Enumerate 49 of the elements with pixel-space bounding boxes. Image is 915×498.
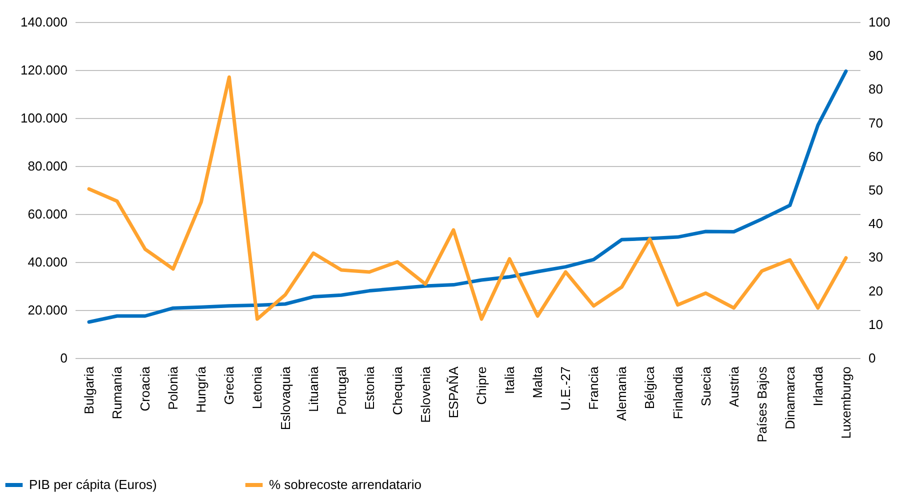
y2-tick-label: 70 xyxy=(868,115,883,130)
x-tick-label: Grecia xyxy=(222,366,237,405)
y-tick-label: 40.000 xyxy=(28,254,68,270)
y-tick-label: 140.000 xyxy=(20,14,68,30)
y-tick-label: 0 xyxy=(60,350,68,366)
legend-label: % sobrecoste arrendatario xyxy=(269,477,422,492)
x-tick-label: Chequia xyxy=(390,366,405,415)
x-tick-label: U.E.-27 xyxy=(558,366,574,411)
x-tick-label: Bélgica xyxy=(642,366,658,410)
x-tick-label: Estonia xyxy=(362,366,377,410)
x-tick-label: Dinamarca xyxy=(782,366,798,430)
x-tick-label: Suecia xyxy=(698,366,714,406)
x-tick-label: Luxemburgo xyxy=(838,366,854,439)
y2-tick-label: 10 xyxy=(868,316,883,332)
x-tick-label: ESPAÑA xyxy=(446,366,461,418)
x-tick-label: Lituania xyxy=(306,366,321,412)
x-tick-label: Hungría xyxy=(194,366,209,413)
y2-tick-label: 20 xyxy=(868,283,883,298)
x-tick-label: Chipre xyxy=(474,366,490,405)
y2-tick-label: 90 xyxy=(868,48,883,64)
x-tick-label: Letonia xyxy=(250,366,265,410)
x-tick-label: Irlanda xyxy=(810,366,826,406)
x-tick-label: Austria xyxy=(726,366,742,407)
y-tick-label: 100.000 xyxy=(20,110,68,126)
y-tick-label: 60.000 xyxy=(28,206,68,222)
x-tick-label: Países Bajos xyxy=(754,366,770,442)
y2-tick-label: 50 xyxy=(868,182,883,198)
y2-tick-label: 0 xyxy=(868,350,876,366)
y2-tick-label: 80 xyxy=(868,82,883,97)
x-tick-label: Francia xyxy=(586,366,602,410)
legend-label: PIB per cápita (Euros) xyxy=(29,477,157,492)
x-tick-label: Polonia xyxy=(166,366,181,410)
x-tick-label: Finlandia xyxy=(670,366,686,420)
x-tick-label: Eslovenia xyxy=(418,366,433,423)
y2-tick-label: 60 xyxy=(868,148,883,164)
x-tick-label: Italia xyxy=(502,366,518,394)
x-tick-label: Portugal xyxy=(334,366,349,415)
y-tick-label: 120.000 xyxy=(20,62,68,78)
x-tick-label: Alemania xyxy=(614,366,630,421)
x-tick-label: Eslovaquia xyxy=(278,366,293,430)
x-tick-label: Bulgaria xyxy=(82,366,97,414)
y-tick-label: 80.000 xyxy=(28,158,68,174)
y2-tick-label: 40 xyxy=(868,216,883,232)
x-tick-label: Croacia xyxy=(138,366,153,412)
y2-tick-label: 100 xyxy=(868,14,890,30)
y2-tick-label: 30 xyxy=(868,250,883,265)
x-tick-label: Malta xyxy=(530,366,546,398)
x-tick-label: Rumanía xyxy=(110,366,125,420)
y-tick-label: 20.000 xyxy=(28,302,68,318)
